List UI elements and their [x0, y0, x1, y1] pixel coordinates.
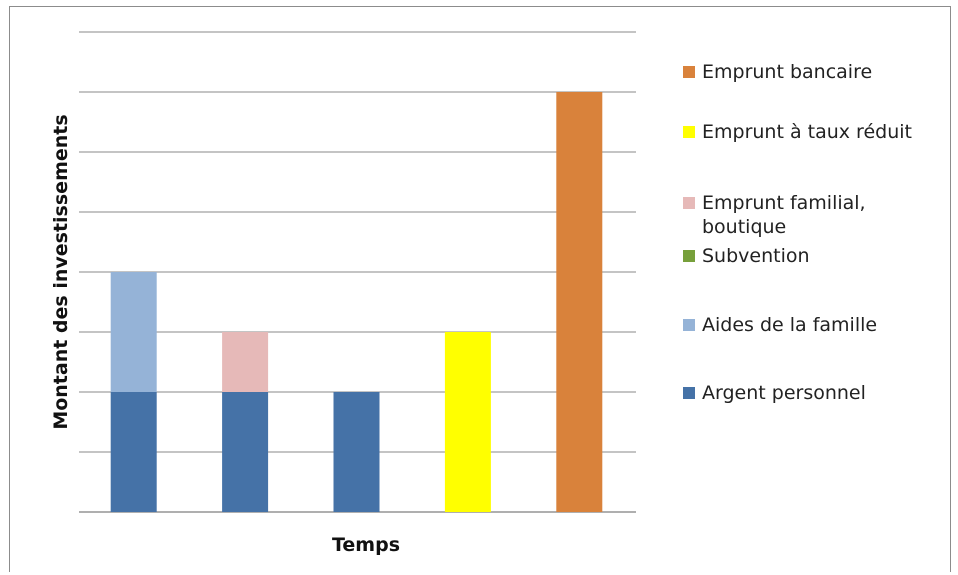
legend-label-line: boutique	[702, 216, 787, 238]
legend-label: Subvention	[702, 244, 810, 268]
legend-swatch	[683, 250, 695, 262]
legend-label-line: Subvention	[702, 245, 810, 267]
legend-item: Emprunt familial, boutique	[683, 191, 866, 239]
legend-label: Emprunt familial, boutique	[702, 191, 866, 239]
legend-swatch	[683, 387, 695, 399]
legend-label: Aides de la famille	[702, 313, 877, 337]
legend-item: Emprunt à taux réduit	[683, 120, 912, 144]
bar-segment-3-series-1	[333, 392, 380, 512]
legend-label: Argent personnel	[702, 381, 866, 405]
legend-item: Aides de la famille	[683, 313, 877, 337]
legend-label: Emprunt bancaire	[702, 60, 872, 84]
bar-segment-2-series-1	[222, 392, 269, 512]
bar-segment-1-series-1	[110, 392, 157, 512]
bar-segment-5-series-6	[556, 92, 603, 512]
bar-segment-4-series-5	[444, 332, 491, 512]
legend-label-line: Emprunt à taux réduit	[702, 121, 912, 143]
legend-label-line: Emprunt familial,	[702, 192, 866, 214]
legend-label-line: Aides de la famille	[702, 314, 878, 336]
legend-swatch	[683, 197, 695, 209]
legend-swatch	[683, 126, 695, 138]
legend-item: Emprunt bancaire	[683, 60, 872, 84]
bar-segment-1-series-2	[110, 272, 157, 392]
x-axis-title: Temps	[331, 534, 401, 556]
legend-label: Emprunt à taux réduit	[702, 120, 912, 144]
legend-label-line: Argent personnel	[702, 382, 866, 404]
legend-label-line: Emprunt bancaire	[702, 61, 873, 83]
legend-item: Subvention	[683, 244, 810, 268]
bar-segment-2-series-4	[222, 332, 269, 392]
legend-swatch	[683, 66, 695, 78]
legend-swatch	[683, 319, 695, 331]
chart-frame	[9, 6, 951, 572]
y-axis-title: Montant des investissements	[50, 114, 72, 430]
legend-item: Argent personnel	[683, 381, 866, 405]
